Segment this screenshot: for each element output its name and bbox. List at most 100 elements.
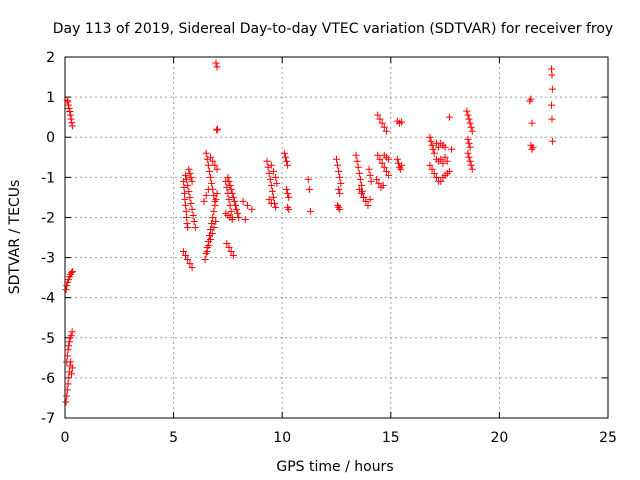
- data-point: [227, 185, 235, 193]
- data-point: [528, 119, 536, 127]
- data-point: [374, 111, 382, 119]
- data-point: [212, 59, 220, 67]
- data-point: [281, 153, 289, 161]
- data-point: [270, 167, 278, 175]
- data-point: [366, 195, 374, 203]
- data-point: [375, 179, 383, 187]
- data-point: [464, 135, 472, 143]
- data-point: [68, 328, 76, 336]
- data-point: [353, 157, 361, 165]
- data-point: [181, 195, 189, 203]
- data-point: [426, 133, 434, 141]
- data-point: [362, 197, 370, 205]
- data-point: [280, 149, 288, 157]
- data-point: [186, 193, 194, 201]
- data-point: [465, 115, 473, 123]
- data-point: [184, 181, 192, 189]
- data-point: [213, 125, 221, 133]
- data-point: [355, 185, 363, 193]
- data-point: [548, 65, 556, 73]
- plot-frame: [64, 56, 609, 419]
- data-point: [445, 167, 453, 175]
- data-point: [234, 209, 242, 217]
- data-point: [187, 199, 195, 207]
- data-point: [355, 169, 363, 177]
- data-point: [182, 207, 190, 215]
- y-tick-label: -3: [41, 251, 55, 267]
- data-point: [203, 248, 211, 256]
- data-point: [265, 195, 273, 203]
- data-point: [225, 244, 233, 252]
- data-point: [185, 187, 193, 195]
- data-point: [188, 205, 196, 213]
- data-point: [379, 181, 387, 189]
- data-point: [209, 213, 217, 221]
- data-point: [284, 161, 292, 169]
- x-axis: 0 5 10 15 20 25: [61, 57, 617, 446]
- data-point: [382, 127, 390, 135]
- data-point: [186, 169, 194, 177]
- data-point: [63, 352, 71, 360]
- data-point: [64, 98, 72, 106]
- data-point: [64, 380, 72, 388]
- data-point: [213, 63, 221, 71]
- data-point: [466, 119, 474, 127]
- data-point: [67, 332, 75, 340]
- data-point: [204, 161, 212, 169]
- data-point: [62, 286, 70, 294]
- data-point: [467, 123, 475, 131]
- data-point: [437, 155, 445, 163]
- data-point: [283, 157, 291, 165]
- y-tick-label: 1: [46, 90, 55, 106]
- data-point: [548, 71, 556, 79]
- data-point: [466, 143, 474, 151]
- data-point: [239, 197, 247, 205]
- data-point: [467, 161, 475, 169]
- data-point: [398, 161, 406, 169]
- data-point: [63, 392, 71, 400]
- data-point: [376, 155, 384, 163]
- data-point: [187, 173, 195, 181]
- data-point: [182, 171, 190, 179]
- data-point: [68, 122, 76, 130]
- data-point: [69, 268, 77, 276]
- data-point: [428, 141, 436, 149]
- y-tick-label: -5: [41, 331, 55, 347]
- data-point: [283, 185, 291, 193]
- data-point: [354, 163, 362, 171]
- data-point: [357, 181, 365, 189]
- y-tick-label: -2: [41, 210, 55, 226]
- y-tick-label: -4: [41, 291, 55, 307]
- data-point: [186, 260, 194, 268]
- data-point: [304, 175, 312, 183]
- data-point: [233, 205, 241, 213]
- data-point: [464, 149, 472, 157]
- data-point: [227, 207, 235, 215]
- data-point: [356, 175, 364, 183]
- data-point: [306, 207, 314, 215]
- data-point: [428, 165, 436, 173]
- data-point: [180, 189, 188, 197]
- data-point: [184, 256, 192, 264]
- data-point: [380, 123, 388, 131]
- data-point: [68, 119, 76, 127]
- data-point: [385, 155, 393, 163]
- data-point: [65, 342, 73, 350]
- data-point: [202, 149, 210, 157]
- data-point: [183, 219, 191, 227]
- data-point: [188, 264, 196, 272]
- data-point: [468, 127, 476, 135]
- data-point: [549, 137, 557, 145]
- data-point: [190, 217, 198, 225]
- data-point: [212, 217, 220, 225]
- data-point: [65, 338, 73, 346]
- data-point: [210, 207, 218, 215]
- data-point: [63, 358, 71, 366]
- data-point: [430, 169, 438, 177]
- data-point: [63, 96, 71, 104]
- data-point: [210, 223, 218, 231]
- data-point: [211, 161, 219, 169]
- data-point: [334, 161, 342, 169]
- data-point: [441, 143, 449, 151]
